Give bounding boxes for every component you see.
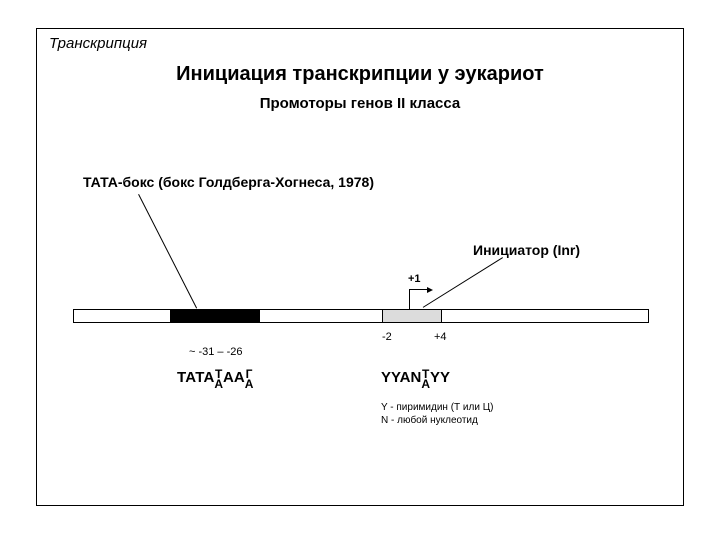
tata-box-label: ТАТА-бокс (бокс Голдберга-Хогнеса, 1978) [83, 174, 374, 190]
tata-box-region [170, 309, 260, 323]
tata-range-label: ~ -31 – -26 [189, 346, 243, 358]
legend-block: Y - пиримидин (Т или Ц) N - любой нуклео… [381, 401, 493, 427]
tss-plus-one-label: +1 [408, 273, 421, 285]
page-title: Инициация транскрипции у эукариот [37, 63, 683, 86]
tata-consensus-mid: АА [223, 369, 245, 386]
breadcrumb: Транскрипция [49, 35, 147, 52]
dna-track [73, 309, 649, 323]
tata-consensus-stack2: ГА [245, 369, 254, 389]
tata-consensus: ТАТАТАААГА [177, 368, 253, 388]
inr-consensus: YYANTAYY [381, 368, 450, 388]
inr-box-region [382, 309, 442, 323]
diagram-frame: Транскрипция Инициация транскрипции у эу… [36, 28, 684, 506]
inr-consensus-stack: TA [421, 369, 430, 389]
inr-consensus-post: YY [430, 369, 450, 386]
inr-consensus-pre: YYAN [381, 369, 421, 386]
legend-y: Y - пиримидин (Т или Ц) [381, 401, 493, 414]
tata-consensus-stack1: ТА [214, 369, 223, 389]
page: Транскрипция Инициация транскрипции у эу… [0, 0, 720, 540]
legend-n: N - любой нуклеотид [381, 414, 493, 427]
inr-label: Инициатор (Inr) [473, 242, 580, 258]
inr-callout-line [423, 257, 503, 308]
inr-start-label: -2 [382, 331, 392, 343]
page-subtitle: Промоторы генов II класса [37, 95, 683, 112]
tata-callout-line [138, 194, 197, 309]
tata-consensus-pre: ТАТА [177, 369, 214, 386]
inr-end-label: +4 [434, 331, 447, 343]
